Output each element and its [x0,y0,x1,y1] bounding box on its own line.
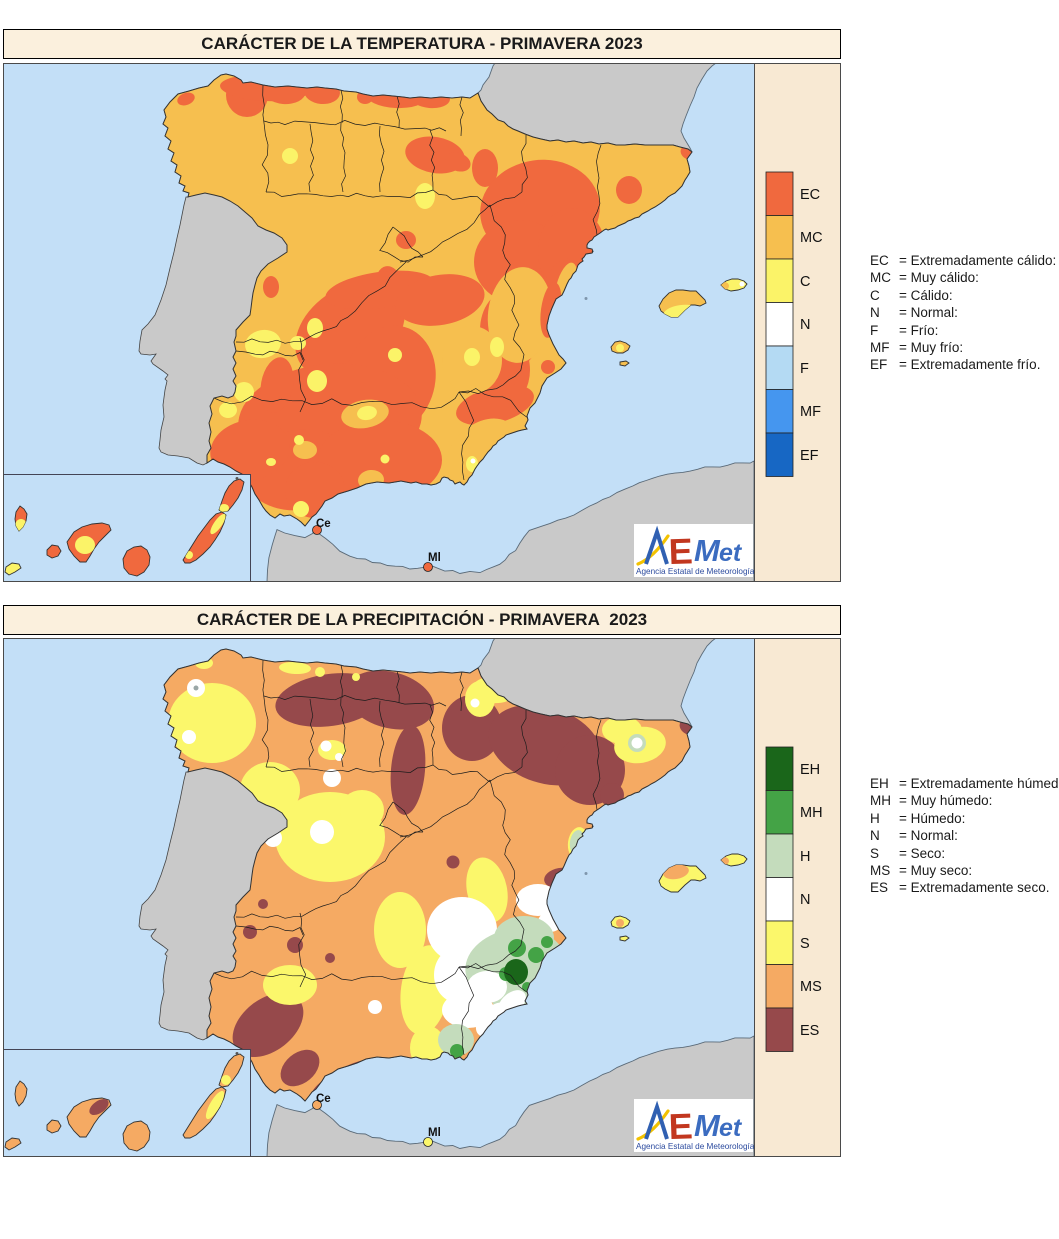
svg-text:Ml: Ml [428,552,441,564]
svg-text:C: C [800,274,810,290]
svg-text:EF: EF [800,448,819,464]
svg-text:et: et [719,1114,743,1142]
svg-text:MF: MF [800,404,821,420]
svg-text:E: E [668,1105,693,1147]
svg-text:EH: EH [800,762,820,778]
svg-text:et: et [719,539,743,567]
svg-text:Agencia Estatal de Meteorologí: Agencia Estatal de Meteorología [636,1142,755,1151]
svg-text:Agencia Estatal de Meteorologí: Agencia Estatal de Meteorología [636,567,755,576]
svg-text:ES: ES [800,1023,819,1039]
svg-text:H: H [800,849,810,865]
svg-text:EC: EC [800,187,820,203]
svg-text:S: S [800,936,810,952]
svg-text:E: E [668,530,693,572]
svg-text:Ce: Ce [316,1093,331,1105]
svg-text:N: N [800,892,810,908]
svg-text:N: N [800,317,810,333]
svg-text:M: M [694,1108,721,1143]
svg-text:Ml: Ml [428,1127,441,1139]
svg-text:MS: MS [800,979,822,995]
svg-text:F: F [800,361,809,377]
svg-text:Ce: Ce [316,518,331,530]
svg-text:MH: MH [800,805,823,821]
svg-text:M: M [694,533,721,568]
svg-text:MC: MC [800,230,823,246]
